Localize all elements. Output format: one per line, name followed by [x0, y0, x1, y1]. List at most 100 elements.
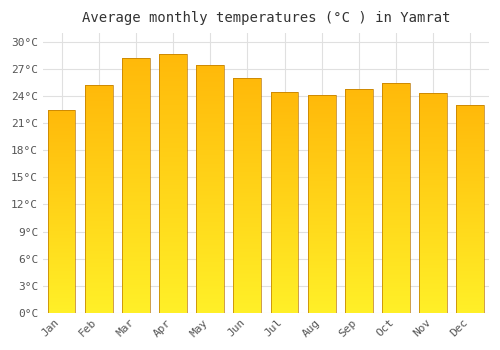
Bar [308, 119, 336, 120]
Bar [345, 305, 373, 306]
Bar [159, 135, 187, 136]
Bar [48, 279, 76, 280]
Bar [196, 216, 224, 217]
Bar [48, 299, 76, 300]
Bar [419, 205, 447, 206]
Bar [85, 125, 112, 126]
Bar [159, 255, 187, 256]
Bar [85, 265, 112, 266]
Bar [419, 103, 447, 104]
Bar [159, 191, 187, 193]
Bar [345, 287, 373, 288]
Bar [196, 202, 224, 203]
Bar [85, 149, 112, 150]
Bar [159, 231, 187, 232]
Bar [382, 181, 410, 182]
Bar [270, 289, 298, 290]
Bar [270, 220, 298, 221]
Bar [234, 183, 262, 184]
Bar [196, 171, 224, 172]
Bar [345, 126, 373, 127]
Bar [456, 295, 484, 296]
Bar [382, 255, 410, 256]
Bar [48, 237, 76, 238]
Bar [159, 217, 187, 218]
Bar [345, 229, 373, 230]
Bar [122, 287, 150, 288]
Bar [345, 296, 373, 297]
Bar [85, 140, 112, 141]
Bar [308, 296, 336, 297]
Bar [159, 211, 187, 212]
Bar [196, 174, 224, 175]
Bar [196, 234, 224, 235]
Bar [456, 275, 484, 276]
Bar [382, 128, 410, 130]
Bar [234, 107, 262, 108]
Bar [48, 273, 76, 274]
Bar [85, 244, 112, 245]
Bar [196, 292, 224, 293]
Bar [419, 237, 447, 238]
Bar [456, 281, 484, 282]
Bar [456, 198, 484, 199]
Bar [122, 69, 150, 70]
Bar [270, 133, 298, 134]
Bar [345, 108, 373, 109]
Bar [270, 257, 298, 258]
Bar [419, 214, 447, 215]
Bar [270, 113, 298, 114]
Bar [85, 300, 112, 301]
Bar [308, 243, 336, 244]
Bar [456, 213, 484, 214]
Bar [382, 242, 410, 243]
Bar [345, 199, 373, 200]
Bar [159, 289, 187, 290]
Bar [382, 101, 410, 102]
Bar [308, 259, 336, 260]
Bar [270, 181, 298, 182]
Bar [85, 255, 112, 256]
Bar [196, 273, 224, 274]
Bar [122, 224, 150, 225]
Bar [159, 253, 187, 254]
Bar [382, 144, 410, 145]
Bar [345, 294, 373, 295]
Bar [382, 302, 410, 303]
Bar [48, 158, 76, 159]
Bar [456, 115, 484, 116]
Bar [48, 197, 76, 198]
Bar [234, 125, 262, 126]
Bar [48, 241, 76, 242]
Bar [48, 150, 76, 151]
Bar [159, 131, 187, 132]
Bar [85, 85, 112, 313]
Bar [48, 120, 76, 121]
Bar [308, 299, 336, 300]
Bar [234, 187, 262, 188]
Bar [456, 152, 484, 153]
Bar [382, 298, 410, 299]
Bar [456, 248, 484, 250]
Bar [85, 158, 112, 159]
Bar [234, 213, 262, 214]
Bar [85, 297, 112, 298]
Bar [270, 246, 298, 247]
Bar [345, 272, 373, 273]
Bar [196, 260, 224, 261]
Bar [234, 282, 262, 284]
Bar [85, 168, 112, 169]
Bar [85, 89, 112, 90]
Bar [85, 153, 112, 154]
Bar [308, 289, 336, 290]
Bar [48, 286, 76, 287]
Bar [159, 99, 187, 100]
Bar [308, 193, 336, 194]
Bar [456, 283, 484, 284]
Bar [270, 254, 298, 255]
Bar [382, 288, 410, 289]
Bar [122, 257, 150, 258]
Bar [419, 142, 447, 144]
Bar [456, 251, 484, 252]
Bar [382, 148, 410, 149]
